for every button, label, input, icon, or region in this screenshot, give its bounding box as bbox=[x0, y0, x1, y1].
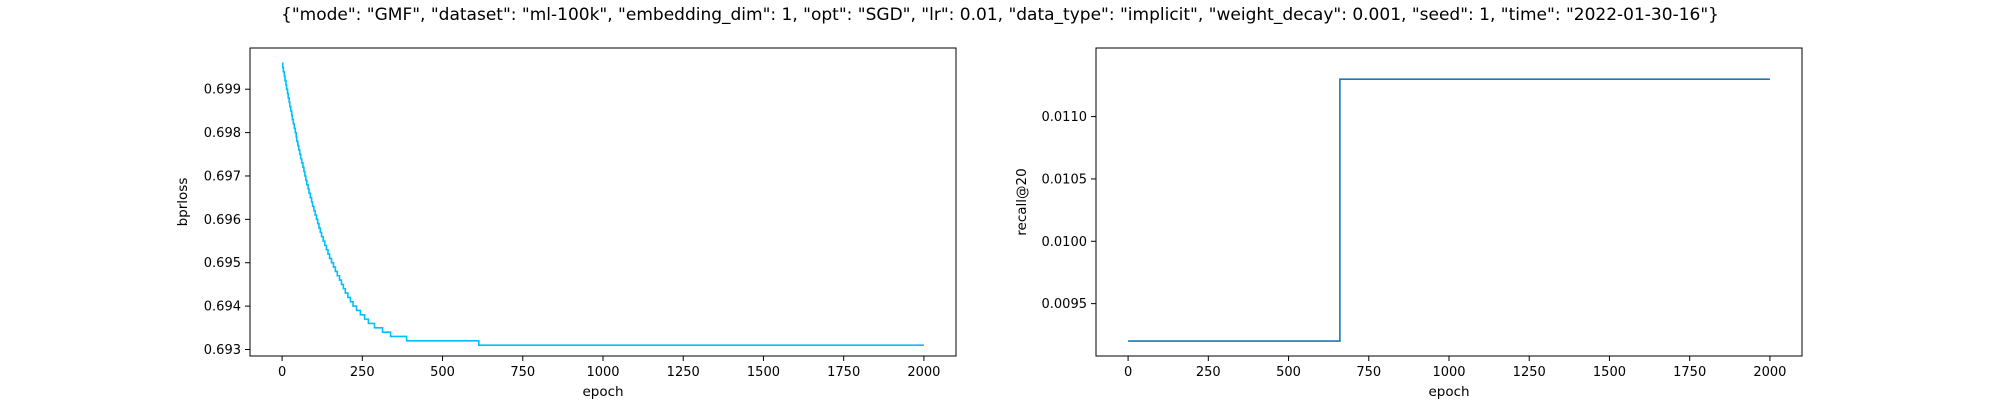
x-tick-label: 750 bbox=[1356, 365, 1381, 380]
series-line-1 bbox=[1128, 78, 1770, 342]
x-tick-label: 1000 bbox=[586, 365, 619, 380]
x-tick-label: 2000 bbox=[1753, 365, 1786, 380]
y-tick-label: 0.694 bbox=[204, 300, 241, 315]
chart-2: 0 250 500 750 1000 1250 1500 1750 2000 0.0095 0.01… bbox=[1014, 47, 1803, 400]
x-tick-label: 1750 bbox=[827, 365, 860, 380]
y-tick-label: 0.0095 bbox=[1042, 297, 1088, 312]
y-tick-label: 0.693 bbox=[204, 343, 241, 358]
y-tick-label: 0.0105 bbox=[1042, 172, 1088, 187]
figure-title: {"mode": "GMF", "dataset": "ml-100k", "e… bbox=[281, 5, 1719, 25]
axes-frame bbox=[1095, 47, 1803, 357]
y-axis-label: bprloss bbox=[175, 178, 191, 227]
x-tick-label: 500 bbox=[1276, 365, 1301, 380]
x-tick-label: 0 bbox=[1124, 365, 1132, 380]
x-tick-label: 500 bbox=[430, 365, 455, 380]
x-tick-label: 250 bbox=[1196, 365, 1221, 380]
charts: 0 250 500 750 1000 1250 1500 1750 2000 0.693 0.694… bbox=[175, 47, 1803, 400]
y-tick-label: 0.695 bbox=[204, 256, 241, 271]
x-tick-label: 1250 bbox=[1513, 365, 1546, 380]
x-tick-label: 0 bbox=[278, 365, 286, 380]
x-tick-label: 1000 bbox=[1432, 365, 1465, 380]
x-axis-label: epoch bbox=[582, 384, 623, 400]
y-tick-label: 0.0110 bbox=[1042, 110, 1088, 125]
x-tick-label: 1250 bbox=[667, 365, 700, 380]
chart-1: 0 250 500 750 1000 1250 1500 1750 2000 0.693 0.694… bbox=[175, 47, 957, 400]
x-axis-label: epoch bbox=[1428, 384, 1469, 400]
y-tick-label: 0.0100 bbox=[1042, 235, 1088, 250]
y-tick-label: 0.696 bbox=[204, 213, 241, 228]
axes-frame bbox=[249, 47, 957, 357]
series-line-1 bbox=[281, 62, 924, 346]
y-tick-label: 0.699 bbox=[204, 83, 241, 98]
x-tick-label: 2000 bbox=[907, 365, 940, 380]
x-tick-label: 1750 bbox=[1673, 365, 1706, 380]
x-tick-label: 1500 bbox=[747, 365, 780, 380]
x-tick-label: 250 bbox=[350, 365, 375, 380]
y-tick-label: 0.698 bbox=[204, 126, 241, 141]
y-tick-label: 0.697 bbox=[204, 169, 241, 184]
x-tick-label: 750 bbox=[510, 365, 535, 380]
x-tick-label: 1500 bbox=[1593, 365, 1626, 380]
y-axis-label: recall@20 bbox=[1014, 168, 1030, 235]
